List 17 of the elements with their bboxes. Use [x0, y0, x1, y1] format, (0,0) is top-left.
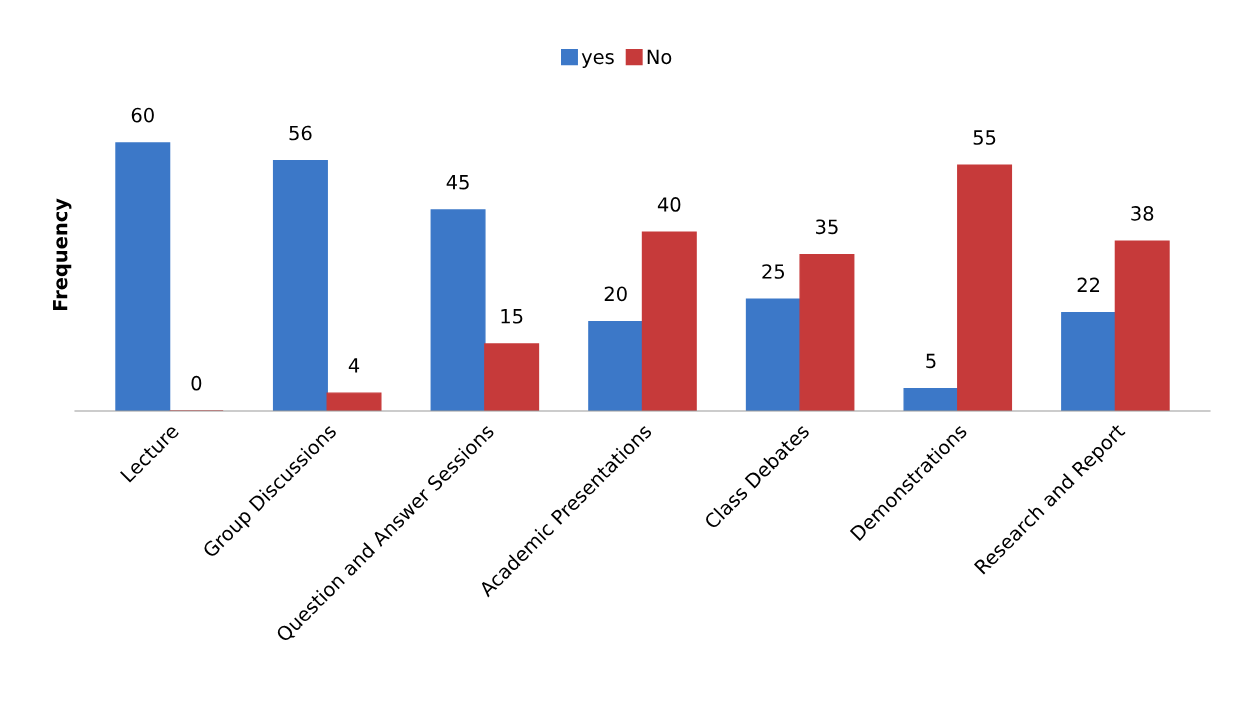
legend-label: yes	[581, 53, 614, 68]
data-label: 38	[1131, 206, 1154, 221]
data-label: 55	[973, 130, 996, 145]
data-label: 5	[926, 353, 936, 369]
data-label: 0	[191, 375, 202, 391]
legend-label: No	[647, 49, 672, 65]
data-label: 56	[289, 125, 312, 141]
y-axis-title: Frequency	[53, 198, 72, 311]
data-label: 45	[446, 175, 469, 190]
data-label: 40	[657, 197, 681, 212]
data-label: 15	[501, 309, 523, 324]
data-label: 4	[348, 358, 360, 373]
data-label: 22	[1077, 277, 1100, 292]
data-label: 20	[604, 286, 627, 302]
data-label: 35	[816, 219, 838, 235]
data-label: 25	[762, 264, 785, 279]
data-label: 60	[131, 107, 154, 123]
